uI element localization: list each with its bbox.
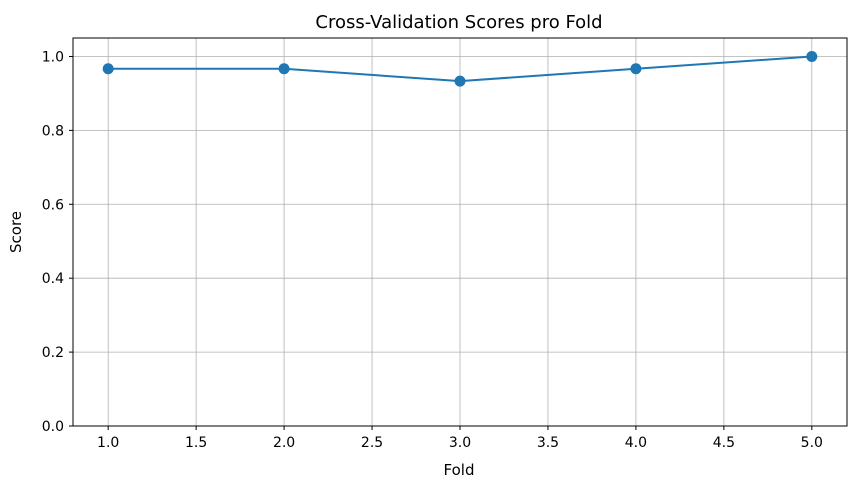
- x-axis-ticks: 1.0 1.5 2.0 2.5 3.0 3.5 4.0 4.5 5.0: [97, 426, 823, 451]
- data-point: [102, 63, 114, 75]
- grid-lines: [73, 38, 847, 427]
- y-axis-ticks: 0.0 0.2 0.4 0.6 0.8 1.0: [42, 49, 73, 435]
- y-tick-label: 1.0: [42, 49, 64, 65]
- x-tick-label: 2.5: [361, 435, 383, 451]
- data-point: [454, 75, 466, 87]
- chart-title: Cross-Validation Scores pro Fold: [315, 12, 602, 33]
- series-layer: [102, 50, 818, 87]
- x-tick-label: 2.0: [273, 435, 295, 451]
- y-tick-label: 0.4: [42, 271, 64, 287]
- x-tick-label: 1.0: [97, 435, 119, 451]
- data-point: [806, 50, 818, 62]
- x-tick-label: 4.0: [625, 435, 647, 451]
- x-axis-label: Fold: [444, 461, 475, 479]
- x-tick-label: 1.5: [185, 435, 207, 451]
- y-tick-label: 0.2: [42, 345, 64, 361]
- data-point: [630, 63, 642, 75]
- y-tick-label: 0.0: [42, 419, 64, 435]
- data-point: [278, 63, 290, 75]
- y-tick-label: 0.8: [42, 123, 64, 139]
- y-tick-label: 0.6: [42, 197, 64, 213]
- x-tick-label: 4.5: [713, 435, 735, 451]
- x-tick-label: 3.5: [537, 435, 559, 451]
- x-tick-label: 5.0: [801, 435, 823, 451]
- x-tick-label: 3.0: [449, 435, 471, 451]
- y-axis-label: Score: [7, 211, 25, 253]
